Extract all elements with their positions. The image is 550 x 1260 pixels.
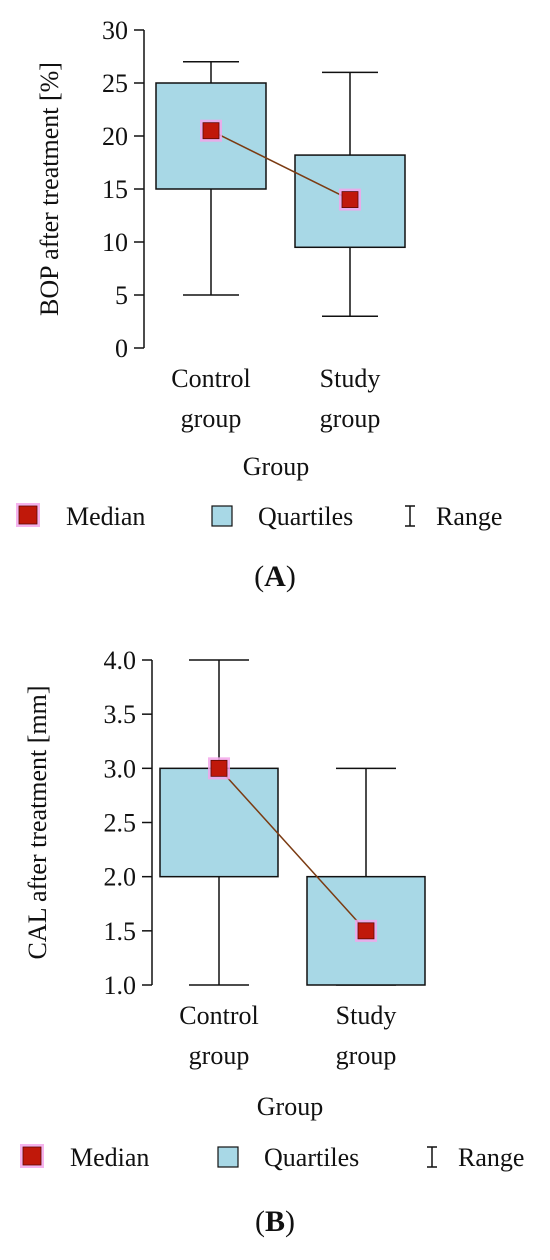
category-label-line1: Study bbox=[320, 364, 381, 393]
category-label-line2: group bbox=[181, 404, 242, 433]
category-label-line1: Control bbox=[171, 364, 250, 393]
median-marker bbox=[357, 922, 375, 940]
y-tick-label: 4.0 bbox=[104, 646, 137, 675]
legend-median-swatch bbox=[22, 1146, 42, 1166]
x-axis-title: Group bbox=[257, 1092, 323, 1121]
chart-a: 0 5 10 15 20 25 30 BOP after treatment [%] Contr… bbox=[16, 16, 502, 531]
y-axis-title: CAL after treatment [mm] bbox=[23, 685, 52, 959]
quartile-box bbox=[159, 767, 279, 878]
legend-quartiles-label: Quartiles bbox=[264, 1143, 359, 1172]
y-tick-label: 2.0 bbox=[104, 863, 137, 892]
y-tick-label: 3.0 bbox=[104, 754, 137, 783]
y-tick-label: 1.5 bbox=[104, 917, 137, 946]
median-connector bbox=[210, 130, 351, 201]
y-axis-title: BOP after treatment [%] bbox=[35, 62, 64, 316]
median-connector bbox=[218, 767, 367, 932]
panel-label-b: (B) bbox=[254, 1205, 295, 1238]
legend-quartiles-swatch bbox=[217, 1146, 239, 1168]
y-tick-label: 2.5 bbox=[104, 809, 137, 838]
y-tick-label: 15 bbox=[102, 175, 128, 204]
median-marker bbox=[341, 191, 359, 209]
legend-median-label: Median bbox=[70, 1143, 149, 1172]
y-tick-label: 5 bbox=[115, 281, 128, 310]
legend-range-label: Range bbox=[458, 1143, 524, 1172]
y-tick-label: 25 bbox=[102, 69, 128, 98]
legend-median-label: Median bbox=[66, 502, 145, 531]
legend-quartiles-swatch bbox=[211, 505, 233, 527]
panel-label-a: (A) bbox=[254, 560, 296, 593]
y-tick-label: 3.5 bbox=[104, 700, 137, 729]
legend-quartiles-label: Quartiles bbox=[258, 502, 353, 531]
y-tick-label: 30 bbox=[102, 16, 128, 45]
median-marker bbox=[202, 122, 220, 140]
y-tick-label: 20 bbox=[102, 122, 128, 151]
category-label-line2: group bbox=[320, 404, 381, 433]
y-tick-label: 0 bbox=[115, 334, 128, 363]
category-label-line2: group bbox=[336, 1041, 397, 1070]
category-label-line1: Control bbox=[179, 1001, 258, 1030]
category-label-line2: group bbox=[189, 1041, 250, 1070]
legend-median-swatch bbox=[18, 505, 38, 525]
y-tick-label: 1.0 bbox=[104, 971, 137, 1000]
x-axis-title: Group bbox=[243, 452, 309, 481]
legend-range-label: Range bbox=[436, 502, 502, 531]
median-marker bbox=[210, 759, 228, 777]
y-tick-label: 10 bbox=[102, 228, 128, 257]
category-label-line1: Study bbox=[336, 1001, 397, 1030]
chart-b: 1.0 1.5 2.0 2.5 3.0 3.5 4.0 CAL after treatment… bbox=[20, 646, 524, 1172]
